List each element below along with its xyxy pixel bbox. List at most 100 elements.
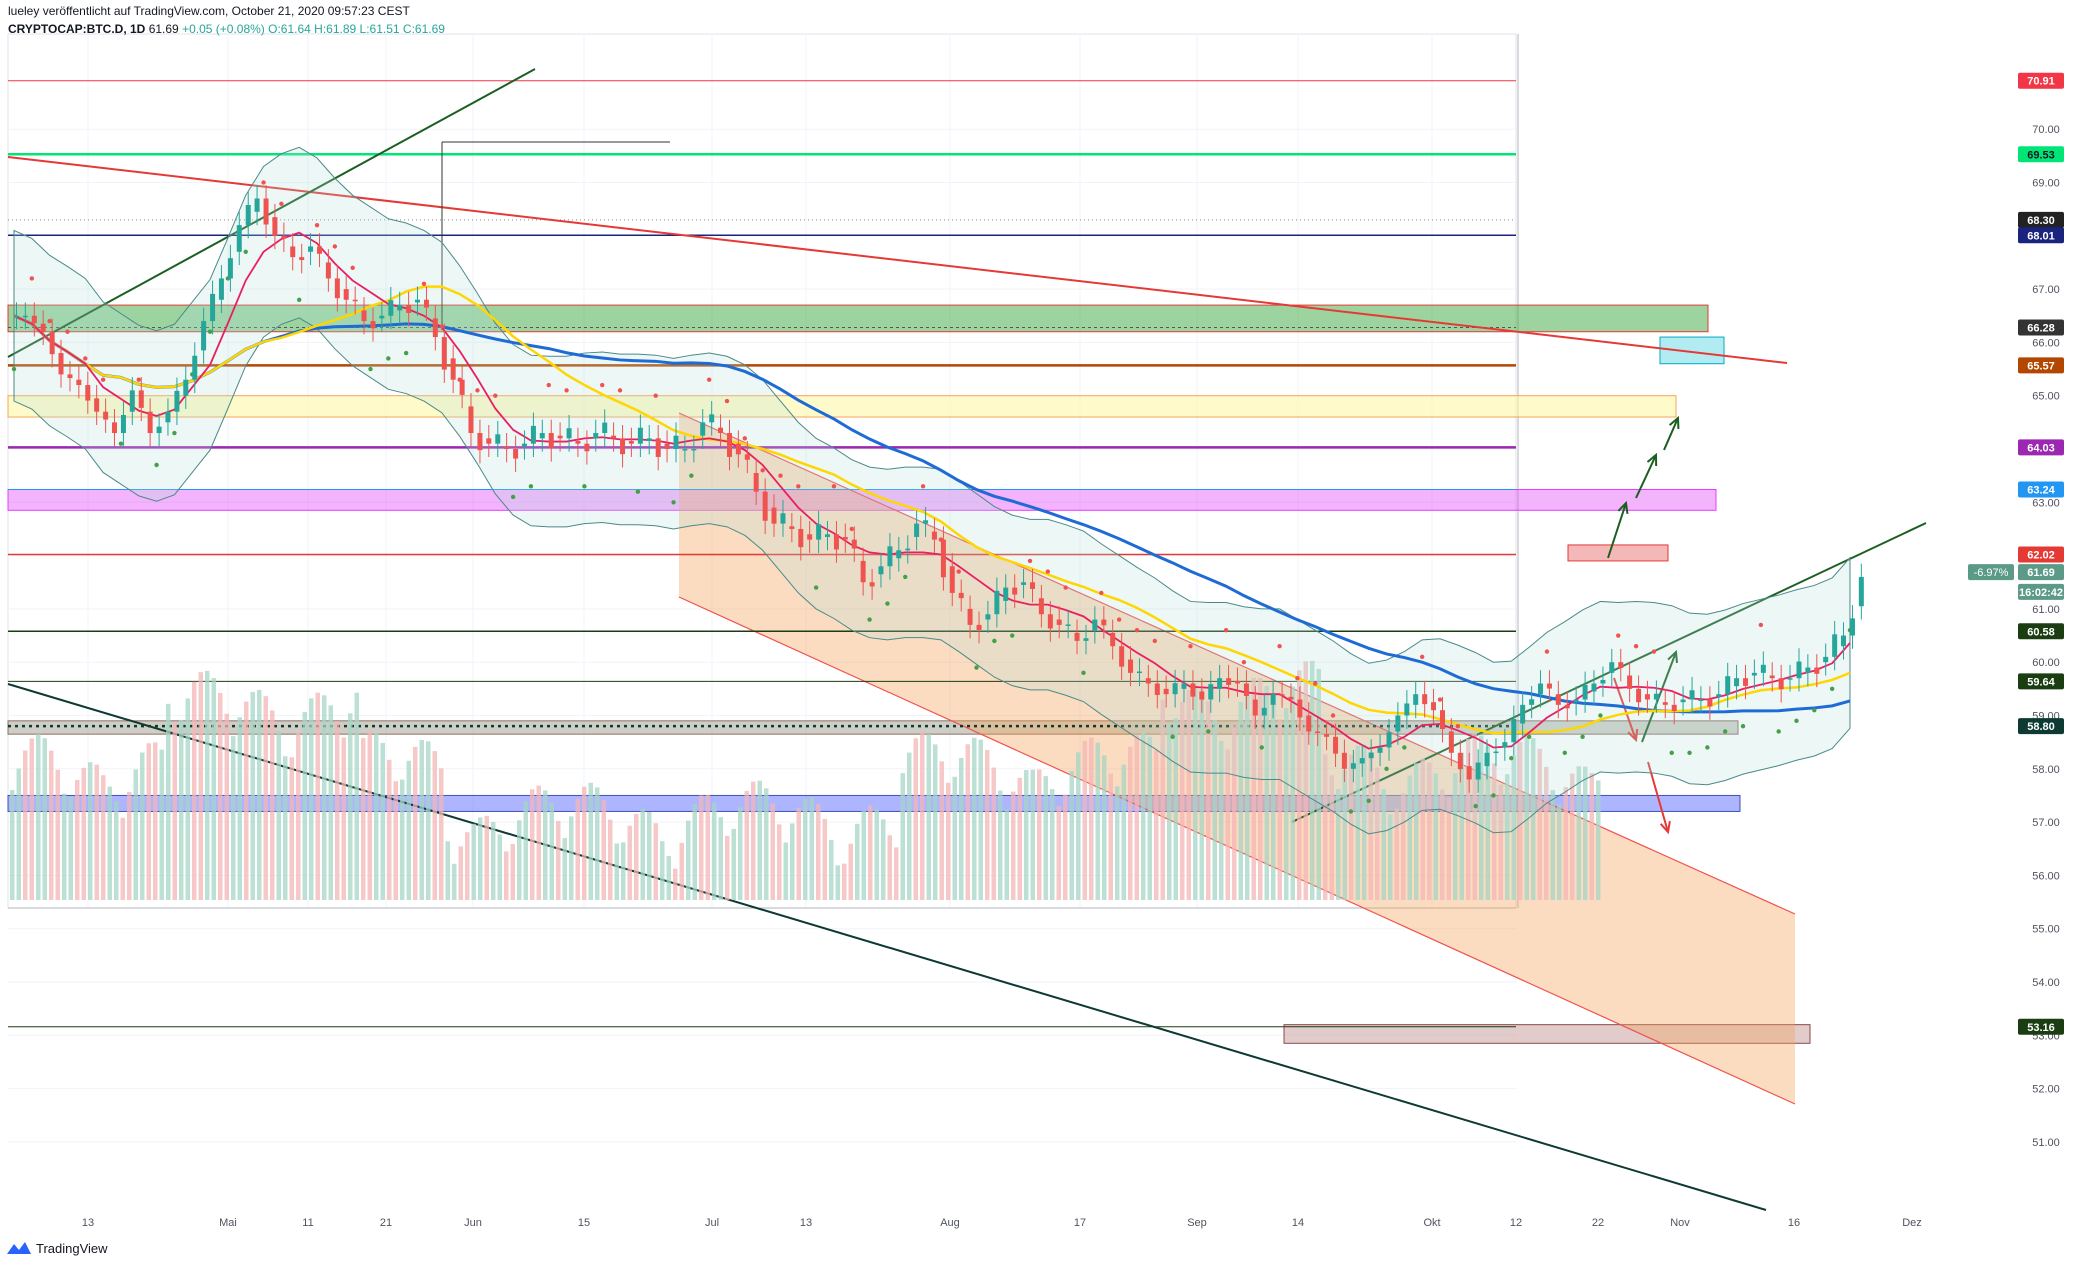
volume-bar xyxy=(179,719,184,900)
arrow-up-2 xyxy=(1635,454,1657,499)
sar-dot xyxy=(778,473,783,478)
volume-bar xyxy=(1264,686,1269,900)
volume-bar xyxy=(1433,773,1438,900)
volume-bar xyxy=(627,825,632,900)
candle-down xyxy=(1038,598,1044,615)
candle-up xyxy=(1529,699,1535,705)
candle-down xyxy=(1546,683,1552,689)
candle-up xyxy=(816,524,822,540)
candles[interactable] xyxy=(14,185,1864,793)
tradingview-logo[interactable]: TradingView xyxy=(6,1240,108,1256)
candle-up xyxy=(1377,747,1383,753)
candle-down xyxy=(1297,699,1303,718)
price-label-text: 16:02:42 xyxy=(2019,587,2063,599)
volume-bar xyxy=(757,780,762,900)
volume-bar xyxy=(764,788,769,900)
candle-up xyxy=(210,293,216,322)
candle-up xyxy=(245,204,251,226)
volume-bar xyxy=(939,761,944,900)
price-label-box xyxy=(2018,227,2064,244)
volume-bar xyxy=(231,736,236,900)
candle-down xyxy=(1012,587,1018,595)
sar-dot xyxy=(1794,718,1799,724)
time-tick-label: 12 xyxy=(1510,1217,1522,1229)
candle-down xyxy=(1030,582,1036,589)
sar-dot xyxy=(172,430,177,436)
arrow-up-3 xyxy=(1663,417,1679,451)
sar-dot xyxy=(1705,745,1710,750)
volume-bar xyxy=(881,819,886,900)
candle-down xyxy=(58,353,64,375)
sar-dot xyxy=(1419,654,1425,660)
volume-bar xyxy=(497,834,502,900)
candle-down xyxy=(1618,662,1624,668)
candle-up xyxy=(1689,690,1695,700)
volume-bar xyxy=(965,744,970,900)
candle-down xyxy=(370,321,376,329)
sar-dot xyxy=(1509,755,1514,761)
volume-bar xyxy=(244,701,249,900)
volume-bar xyxy=(192,681,197,900)
candle-down xyxy=(860,560,866,583)
candle-down xyxy=(504,446,510,450)
candle-up xyxy=(1520,704,1526,724)
candle-up xyxy=(1261,707,1267,716)
sar-dot xyxy=(1081,670,1086,676)
volume-bar xyxy=(614,843,619,900)
volume-bar xyxy=(133,769,138,900)
price-label-text: 66.28 xyxy=(2027,322,2055,334)
candle-up xyxy=(1350,763,1356,769)
volume-bar xyxy=(218,692,223,900)
sar-dot xyxy=(1812,707,1817,713)
volume-bar xyxy=(1115,786,1120,900)
price-tick-label: 66.00 xyxy=(2032,337,2060,349)
volume-bar xyxy=(543,790,548,900)
time-tick-label: Jul xyxy=(705,1217,719,1229)
candle-up xyxy=(1484,752,1490,767)
volume-bar xyxy=(601,800,606,900)
candle-up xyxy=(566,428,572,439)
candle-up xyxy=(1734,678,1740,687)
candle-up xyxy=(14,315,19,318)
candle-up xyxy=(985,614,991,620)
volume-bar xyxy=(1056,806,1061,900)
volume-bar xyxy=(777,824,782,900)
candle-up xyxy=(905,548,911,551)
ma-200-blue xyxy=(13,314,1851,714)
candle-up xyxy=(1832,634,1838,657)
candle-up xyxy=(308,246,314,252)
sar-dot xyxy=(1188,644,1193,649)
volume-bar xyxy=(465,832,470,900)
volume-bar xyxy=(868,805,873,900)
arrow-down-2 xyxy=(1647,761,1669,833)
volume-bars xyxy=(10,660,1601,900)
candle-down xyxy=(432,318,438,338)
sar-dot xyxy=(1259,745,1264,750)
volume-bar xyxy=(790,823,795,900)
volume-bar xyxy=(1310,660,1315,900)
price-axis: 13 Mai 11 21 Jun 15 Jul 13 Aug 17 Sep 14 Okt 12 22 Nov 1… xyxy=(82,72,2064,1229)
sar-dot xyxy=(1562,750,1567,756)
volume-bar xyxy=(959,757,964,900)
volume-bar xyxy=(1102,755,1107,900)
price-tick-label: 58.00 xyxy=(2032,764,2060,776)
volume-bar xyxy=(354,692,359,900)
volume-bar xyxy=(517,820,522,900)
volume-bar xyxy=(16,768,21,900)
price-label-text: 61.69 xyxy=(2027,567,2055,579)
volume-bar xyxy=(302,712,307,900)
volume-bar xyxy=(315,692,320,900)
volume-bar xyxy=(1505,774,1510,900)
candle-down xyxy=(406,305,412,313)
candle-up xyxy=(1600,679,1606,684)
sar-dot xyxy=(1116,617,1122,622)
sar-dot xyxy=(689,473,694,478)
sar-dot xyxy=(1170,734,1175,740)
volume-bar xyxy=(933,744,938,900)
candle-down xyxy=(1128,659,1134,673)
volume-bar xyxy=(237,717,242,900)
candle-down xyxy=(94,398,100,412)
volume-bar xyxy=(842,863,847,900)
candle-up xyxy=(1511,718,1517,743)
